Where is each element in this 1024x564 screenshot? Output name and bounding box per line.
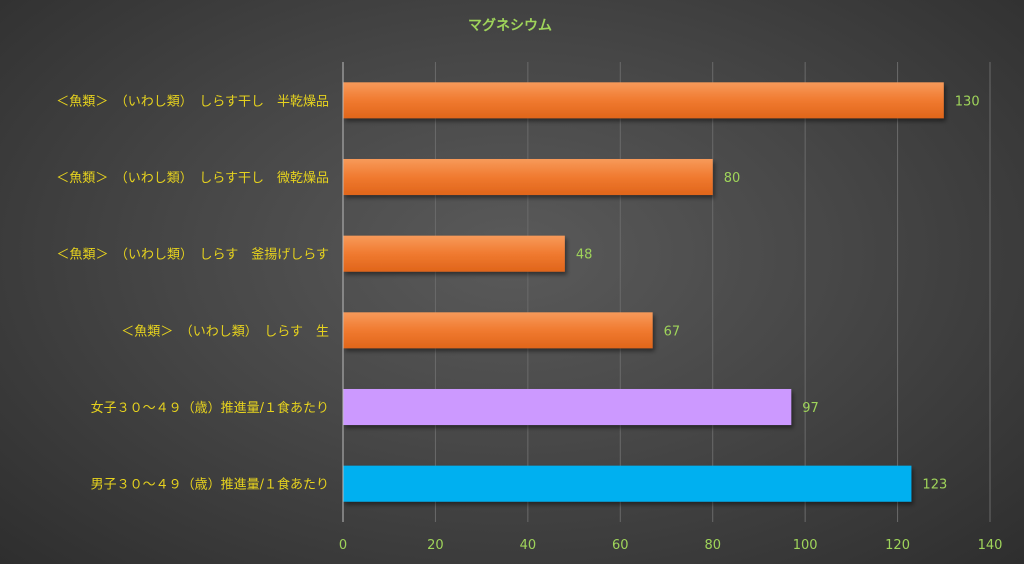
category-label: ＜魚類＞ （いわし類） しらす 生 bbox=[121, 324, 329, 339]
category-label: 男子３０～４９（歳）推進量/１食あたり bbox=[91, 477, 329, 493]
x-tick-label: 60 bbox=[612, 538, 629, 553]
x-tick-label: 20 bbox=[427, 538, 444, 553]
bar bbox=[343, 158, 713, 196]
data-label: 80 bbox=[724, 171, 741, 186]
x-tick-label: 140 bbox=[978, 538, 1003, 553]
category-label: 女子３０～４９（歳）推進量/１食あたり bbox=[91, 400, 329, 416]
category-labels: ＜魚類＞ （いわし類） しらす干し 半乾燥品 ＜魚類＞ （いわし類） しらす干し … bbox=[56, 94, 329, 492]
x-tick-label: 0 bbox=[339, 538, 347, 553]
x-tick-labels: 0 20 40 60 80 100 120 140 bbox=[339, 538, 1003, 553]
bars bbox=[343, 82, 944, 502]
data-label: 67 bbox=[664, 324, 681, 339]
x-tick-label: 100 bbox=[793, 538, 818, 553]
data-label: 123 bbox=[922, 478, 947, 493]
data-labels: 130 80 48 67 97 123 bbox=[576, 94, 980, 492]
data-label: 130 bbox=[955, 94, 980, 109]
data-label: 97 bbox=[802, 401, 819, 416]
gridlines bbox=[434, 62, 991, 522]
x-tick-label: 80 bbox=[704, 538, 721, 553]
data-label: 48 bbox=[576, 248, 593, 263]
x-tick-label: 120 bbox=[885, 538, 910, 553]
bar bbox=[343, 82, 944, 119]
category-label: ＜魚類＞ （いわし類） しらす 釜揚げしらす bbox=[57, 247, 329, 263]
x-tick-label: 40 bbox=[520, 538, 537, 553]
category-label: ＜魚類＞ （いわし類） しらす干し 微乾燥品 bbox=[56, 171, 329, 186]
chart-title: マグネシウム bbox=[468, 17, 552, 34]
bar bbox=[343, 312, 653, 349]
bar bbox=[343, 235, 565, 272]
bar bbox=[343, 465, 912, 502]
bar bbox=[343, 388, 792, 426]
category-label: ＜魚類＞ （いわし類） しらす干し 半乾燥品 bbox=[56, 94, 329, 109]
